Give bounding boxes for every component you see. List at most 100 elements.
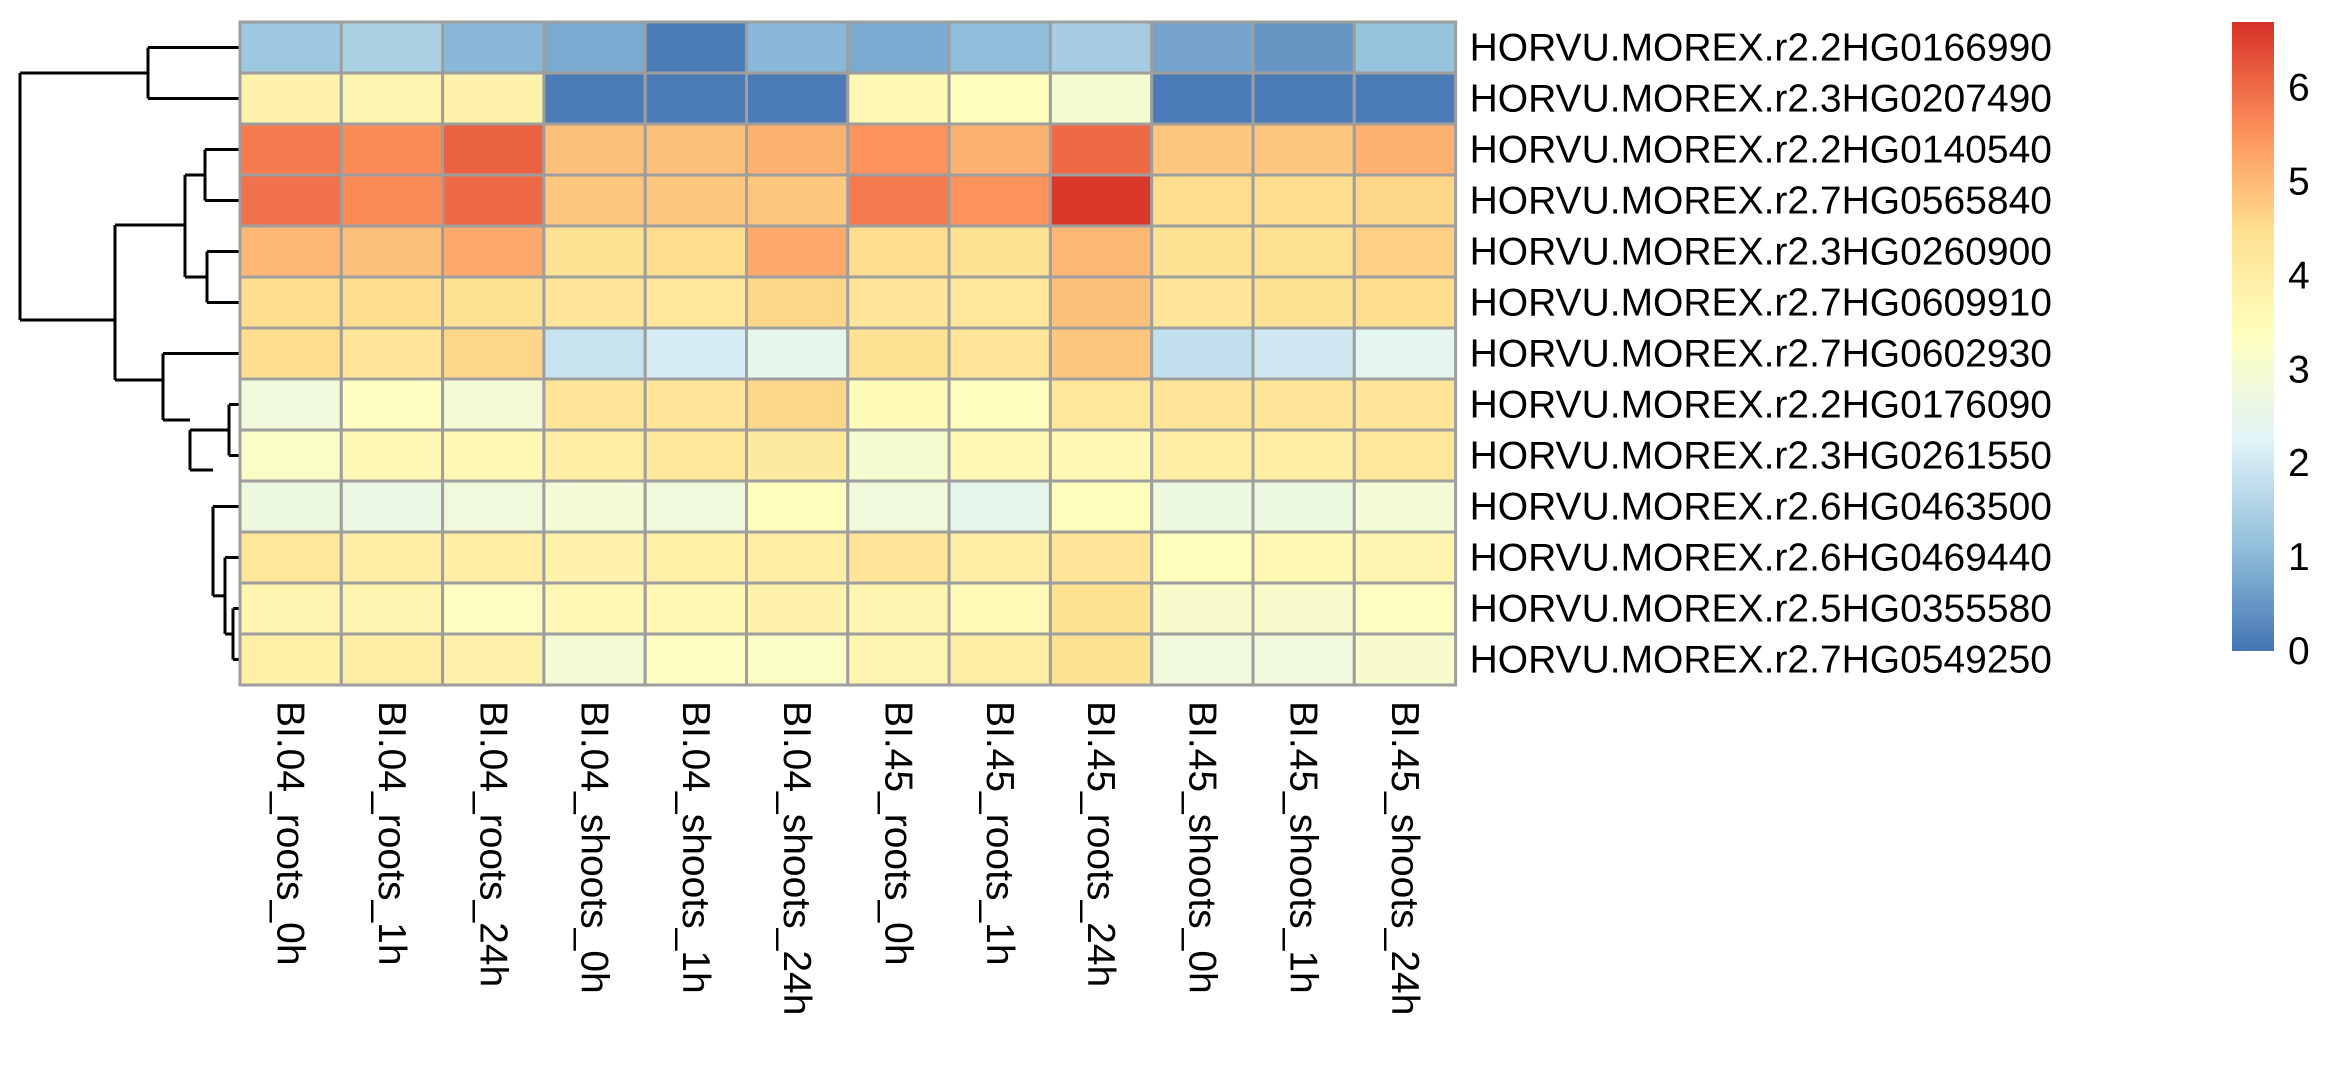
heatmap-cell xyxy=(441,122,546,177)
heatmap-cell xyxy=(238,326,343,381)
heatmap-cell xyxy=(238,173,343,228)
heatmap-cell xyxy=(745,326,850,381)
legend-colorbar xyxy=(2232,22,2274,651)
heatmap-cell xyxy=(542,377,647,432)
heatmap-cell xyxy=(947,71,1052,126)
heatmap-cell xyxy=(1150,326,1255,381)
heatmap-cell xyxy=(745,530,850,585)
heatmap-cell xyxy=(238,224,343,279)
legend-tick-label: 6 xyxy=(2288,67,2310,110)
heatmap-cell xyxy=(846,530,951,585)
legend-tick-label: 1 xyxy=(2288,536,2310,579)
row-label: HORVU.MOREX.r2.6HG0469440 xyxy=(1470,537,2052,580)
row-label: HORVU.MOREX.r2.3HG0207490 xyxy=(1470,78,2052,121)
heatmap-cell xyxy=(1251,326,1356,381)
heatmap-cell xyxy=(238,377,343,432)
heatmap-cell xyxy=(846,173,951,228)
heatmap-cell xyxy=(643,71,749,126)
column-label: BI.04_shoots_0h xyxy=(573,701,616,994)
heatmap-cell xyxy=(1251,122,1356,177)
heatmap-cell xyxy=(1251,428,1356,483)
heatmap-cell xyxy=(947,377,1052,432)
heatmap-cell xyxy=(643,326,749,381)
heatmap-cell xyxy=(238,275,343,330)
heatmap-cell xyxy=(846,326,951,381)
heatmap-cell xyxy=(1150,224,1255,279)
heatmap-cell xyxy=(947,275,1052,330)
heatmap-cell xyxy=(1352,71,1458,126)
heatmap-cell xyxy=(339,173,445,228)
heatmap-cell xyxy=(339,581,445,636)
row-label: HORVU.MOREX.r2.7HG0565840 xyxy=(1470,180,2052,223)
row-label: HORVU.MOREX.r2.2HG0140540 xyxy=(1470,129,2052,172)
heatmap-cell xyxy=(1352,530,1458,585)
heatmap-cell xyxy=(947,122,1052,177)
heatmap-cell xyxy=(339,122,445,177)
heatmap-cell xyxy=(1048,530,1154,585)
heatmap-cell xyxy=(339,377,445,432)
heatmap-cell xyxy=(238,581,343,636)
heatmap-cell xyxy=(745,275,850,330)
heatmap-cell xyxy=(846,224,951,279)
heatmap-cell xyxy=(1150,377,1255,432)
row-label: HORVU.MOREX.r2.7HG0602930 xyxy=(1470,333,2052,376)
heatmap-cell xyxy=(441,479,546,534)
heatmap-cell xyxy=(1150,71,1255,126)
heatmap-cell xyxy=(846,275,951,330)
legend-tick-label: 5 xyxy=(2288,161,2310,204)
heatmap-cell xyxy=(1251,479,1356,534)
heatmap-cell xyxy=(643,377,749,432)
heatmap-cell xyxy=(1352,275,1458,330)
heatmap-cell xyxy=(339,428,445,483)
heatmap-cell xyxy=(542,71,647,126)
column-label: BI.45_roots_1h xyxy=(978,701,1021,966)
heatmap-cell xyxy=(1048,275,1154,330)
heatmap-cell xyxy=(1150,632,1255,687)
heatmap-cell xyxy=(1048,377,1154,432)
heatmap-cell xyxy=(441,632,546,687)
heatmap-cell xyxy=(1251,275,1356,330)
row-label: HORVU.MOREX.r2.3HG0261550 xyxy=(1470,435,2052,478)
heatmap-cell xyxy=(643,20,749,75)
heatmap-cell xyxy=(1048,71,1154,126)
heatmap-cell xyxy=(846,377,951,432)
heatmap-cell xyxy=(1048,428,1154,483)
heatmap-cell xyxy=(542,224,647,279)
heatmap-cell xyxy=(339,20,445,75)
heatmap-cell xyxy=(643,173,749,228)
heatmap-cell xyxy=(339,632,445,687)
column-label: BI.45_shoots_0h xyxy=(1180,701,1223,994)
heatmap-cell xyxy=(1251,71,1356,126)
column-label: BI.04_shoots_1h xyxy=(674,701,717,994)
heatmap-cell xyxy=(238,71,343,126)
heatmap-cell xyxy=(1150,428,1255,483)
heatmap-cell xyxy=(1048,224,1154,279)
heatmap-cell xyxy=(1150,530,1255,585)
row-label: HORVU.MOREX.r2.7HG0549250 xyxy=(1470,639,2052,682)
heatmap-cell xyxy=(947,581,1052,636)
heatmap-cell xyxy=(441,581,546,636)
heatmap-cell xyxy=(947,428,1052,483)
heatmap-cell xyxy=(1352,326,1458,381)
column-label: BI.45_shoots_24h xyxy=(1383,701,1426,1015)
column-labels: BI.04_roots_0h BI.04_roots_1h BI.04_roots_… xyxy=(269,701,1426,1015)
heatmap-cell xyxy=(542,173,647,228)
heatmap-cell xyxy=(542,122,647,177)
legend-tick-label: 0 xyxy=(2288,630,2310,673)
heatmap-cell xyxy=(1048,479,1154,534)
heatmap-cell xyxy=(745,377,850,432)
heatmap-cell xyxy=(542,530,647,585)
heatmap-cell xyxy=(643,479,749,534)
column-label: BI.04_shoots_24h xyxy=(775,701,818,1015)
heatmap-cell xyxy=(1150,479,1255,534)
heatmap-cell xyxy=(947,530,1052,585)
heatmap-cell xyxy=(1048,326,1154,381)
heatmap-cell xyxy=(1352,632,1458,687)
heatmap-cell xyxy=(441,173,546,228)
row-dendrogram xyxy=(18,46,240,661)
row-labels: HORVU.MOREX.r2.2HG0166990 HORVU.MOREX.r2.… xyxy=(1470,27,2052,682)
heatmap-cell xyxy=(542,275,647,330)
heatmap-cell xyxy=(745,71,850,126)
heatmap-cell xyxy=(1251,173,1356,228)
heatmap-cell xyxy=(947,20,1052,75)
